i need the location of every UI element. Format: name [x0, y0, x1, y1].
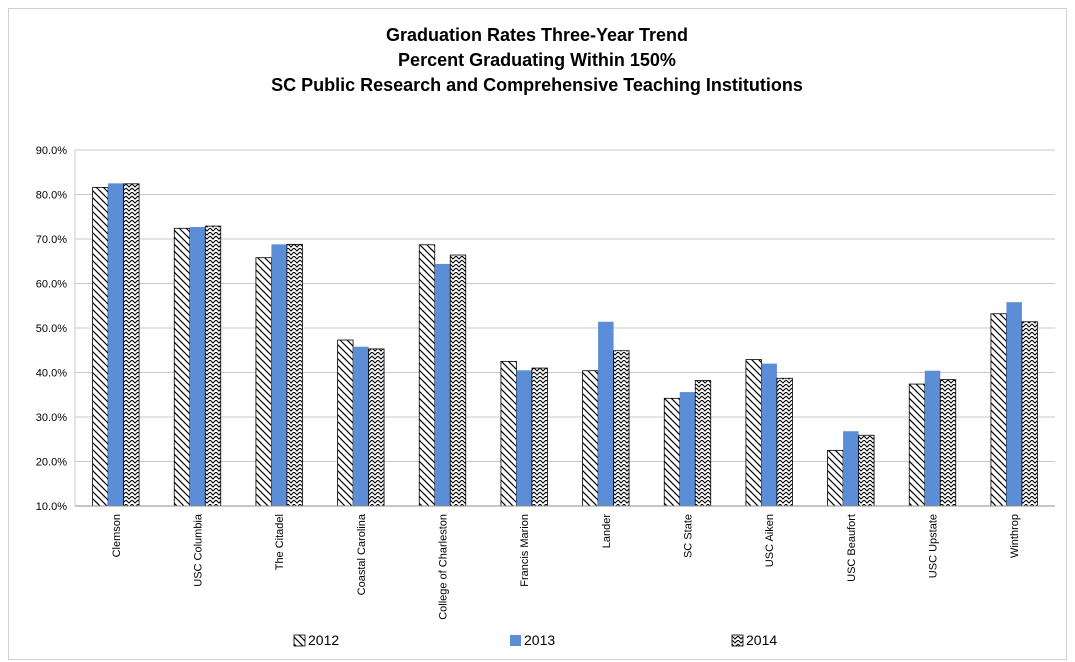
bar-2014	[694, 380, 712, 507]
y-tick-label: 50.0%	[36, 323, 67, 335]
legend-swatch-2014	[731, 634, 744, 647]
bar-2012	[337, 339, 354, 507]
legend-swatch-2013	[510, 635, 521, 646]
y-tick-label: 90.0%	[36, 145, 67, 157]
y-tick-label: 80.0%	[36, 190, 67, 202]
legend-swatch-2012	[293, 634, 306, 647]
bar-2012	[663, 397, 681, 507]
x-category-label: USC Columbia	[193, 513, 205, 587]
chart-title: Graduation Rates Three-Year Trend Percen…	[271, 25, 803, 95]
y-axis-tick-labels: 90.0% 80.0% 70.0% 60.0% 50.0% 40.0% 30.0% 20.0%…	[36, 145, 67, 513]
bar-2014	[368, 348, 385, 507]
x-category-label: USC Aiken	[764, 514, 776, 567]
bar-2012	[908, 383, 926, 507]
x-category-label: The Citadel	[274, 514, 286, 570]
bar-2013	[924, 370, 941, 506]
bar-2012	[92, 186, 109, 507]
y-tick-label: 60.0%	[36, 279, 67, 291]
bar-2012	[745, 359, 762, 507]
bar-2014	[1021, 321, 1038, 507]
bar-2013	[761, 363, 777, 506]
bars	[92, 183, 1038, 507]
x-category-label: Lander	[601, 514, 613, 549]
y-tick-label: 30.0%	[36, 412, 67, 424]
chart-title-line-1: Graduation Rates Three-Year Trend	[386, 25, 688, 45]
bar-2014	[204, 225, 222, 507]
bar-2012	[500, 360, 517, 507]
bar-2012	[418, 244, 436, 507]
bar-2012	[255, 257, 272, 507]
legend-label-2014: 2014	[746, 632, 777, 648]
chart-title-line-3: SC Public Research and Comprehensive Tea…	[271, 75, 803, 95]
x-category-label: College of Charleston	[438, 514, 450, 620]
y-tick-label: 10.0%	[36, 501, 67, 513]
bar-2013	[598, 321, 614, 506]
x-category-label: SC State	[683, 514, 695, 558]
legend: 2012 2013 2014	[293, 632, 777, 648]
x-category-label: Clemson	[111, 514, 123, 557]
bar-2014	[286, 243, 303, 507]
legend-label-2013: 2013	[524, 632, 555, 648]
x-category-label: Winthrop	[1009, 514, 1021, 558]
bar-2013	[843, 431, 859, 506]
bar-2014	[613, 350, 630, 507]
bar-2013	[189, 226, 206, 507]
bar-2014	[531, 367, 548, 507]
bar-2013	[108, 183, 124, 506]
bar-2014	[858, 434, 875, 507]
bar-2013	[516, 370, 532, 506]
y-tick-label: 20.0%	[36, 457, 67, 469]
bar-2013	[271, 244, 287, 506]
bar-2013	[434, 263, 451, 506]
gridlines	[75, 149, 1055, 462]
x-category-label: Coastal Carolina	[356, 513, 368, 595]
x-axis	[74, 150, 1055, 507]
bar-2013	[679, 392, 696, 506]
bar-2013	[1006, 302, 1022, 506]
x-category-label: USC Beaufort	[846, 514, 858, 582]
bar-2014	[123, 183, 140, 507]
bar-2012	[582, 370, 599, 507]
bar-2012	[827, 449, 844, 507]
bar-2013	[353, 346, 369, 506]
bar-2014	[939, 379, 957, 507]
bar-2012	[173, 227, 191, 507]
x-axis-category-labels: Clemson USC Columbia The Citadel Coastal Ca…	[111, 513, 1021, 620]
y-tick-label: 70.0%	[36, 234, 67, 246]
bar-2014	[449, 254, 467, 507]
x-category-label: USC Upstate	[928, 514, 940, 578]
bar-2014	[776, 377, 793, 507]
x-category-label: Francis Marion	[519, 514, 531, 587]
bar-2012	[990, 313, 1007, 507]
chart-title-line-2: Percent Graduating Within 150%	[398, 50, 676, 70]
legend-label-2012: 2012	[308, 632, 339, 648]
y-tick-label: 40.0%	[36, 368, 67, 380]
